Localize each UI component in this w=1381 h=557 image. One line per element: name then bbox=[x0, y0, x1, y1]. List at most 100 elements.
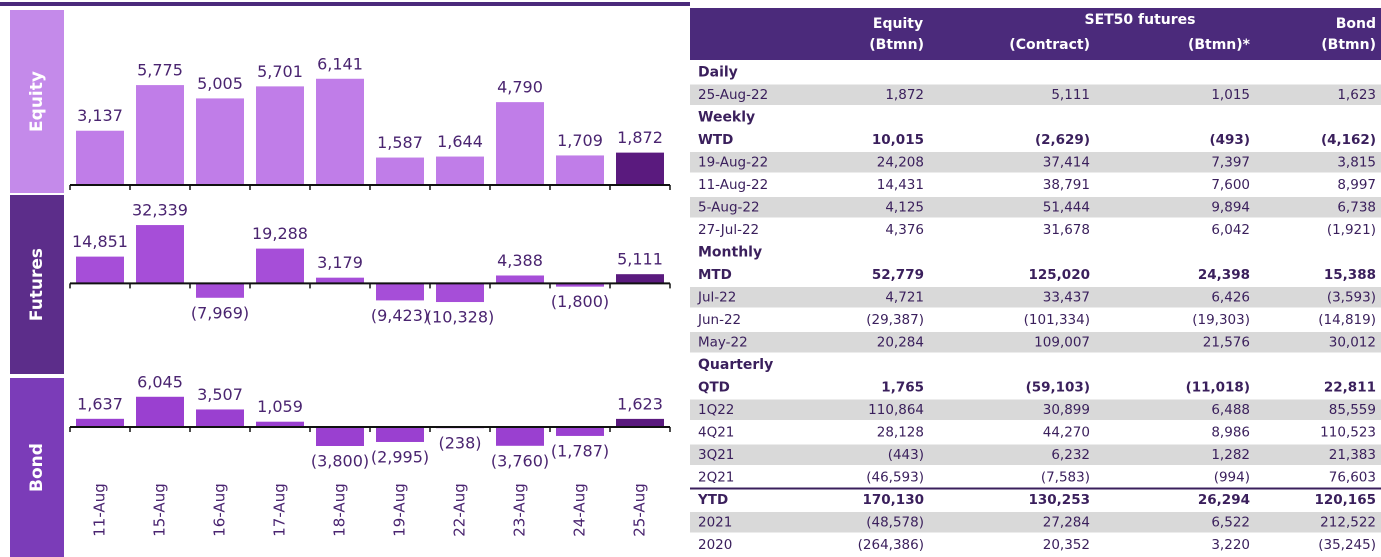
data-label: (10,328) bbox=[426, 308, 494, 327]
table-cell: Jun-22 bbox=[697, 312, 741, 328]
x-tick-label: 24-Aug bbox=[571, 483, 589, 536]
x-tick-label: 23-Aug bbox=[511, 483, 529, 536]
bar bbox=[76, 418, 124, 427]
table-cell: 1,623 bbox=[1337, 87, 1376, 103]
table-cell: 8,997 bbox=[1337, 177, 1376, 193]
data-label: 3,137 bbox=[77, 106, 123, 125]
table-cell: (443) bbox=[888, 447, 924, 463]
table-cell: (2,629) bbox=[1035, 132, 1090, 148]
table-cell: 3Q21 bbox=[698, 447, 734, 463]
table-cell: (46,593) bbox=[866, 469, 924, 485]
row-shade bbox=[690, 512, 1381, 533]
table-cell: 21,383 bbox=[1329, 447, 1376, 463]
table-header bbox=[690, 8, 1381, 60]
data-label: 1,637 bbox=[77, 394, 123, 413]
table-cell: 4Q21 bbox=[698, 424, 734, 440]
bar bbox=[376, 283, 424, 301]
table-cell: 6,738 bbox=[1337, 199, 1376, 215]
row-shade bbox=[690, 197, 1381, 218]
bar bbox=[316, 427, 364, 446]
table-cell: 6,488 bbox=[1211, 402, 1250, 418]
table-cell: 24,398 bbox=[1198, 267, 1250, 283]
data-label: 3,179 bbox=[317, 253, 363, 272]
table-cell: (59,103) bbox=[1026, 379, 1090, 395]
bar bbox=[256, 421, 304, 427]
table-cell: 22,811 bbox=[1324, 379, 1376, 395]
table-cell: 24,208 bbox=[877, 154, 924, 170]
data-label: 19,288 bbox=[252, 224, 308, 243]
bar bbox=[316, 78, 364, 185]
table-cell: 2020 bbox=[698, 537, 732, 553]
table-cell: 6,232 bbox=[1051, 447, 1090, 463]
section-title: Weekly bbox=[698, 109, 755, 125]
data-label: 32,339 bbox=[132, 201, 188, 220]
row-shade bbox=[690, 399, 1381, 420]
section-title: Daily bbox=[698, 64, 738, 80]
bar bbox=[616, 274, 664, 284]
bar bbox=[496, 427, 544, 446]
x-tick-label: 17-Aug bbox=[271, 483, 289, 536]
table-cell: (14,819) bbox=[1318, 312, 1376, 328]
table-cell: 27-Jul-22 bbox=[698, 222, 759, 238]
bar bbox=[196, 98, 244, 185]
table-cell: 20,284 bbox=[877, 334, 924, 350]
table-cell: 170,130 bbox=[863, 492, 925, 508]
row-shade bbox=[690, 332, 1381, 353]
table-cell: 1,765 bbox=[881, 379, 924, 395]
bar bbox=[616, 152, 664, 185]
table-cell: 52,779 bbox=[872, 267, 924, 283]
table-cell: (101,334) bbox=[1024, 312, 1090, 328]
table-cell: (7,583) bbox=[1041, 469, 1090, 485]
table-cell: 212,522 bbox=[1320, 514, 1376, 530]
table-cell: May-22 bbox=[698, 334, 748, 350]
panel-box bbox=[10, 378, 64, 557]
table-cell: 6,042 bbox=[1211, 222, 1250, 238]
table-cell: 3,815 bbox=[1337, 154, 1376, 170]
data-label: (1,787) bbox=[551, 441, 609, 460]
table-cell: (35,245) bbox=[1318, 537, 1376, 553]
table-cell: 10,015 bbox=[872, 132, 924, 148]
table-cell: 21,576 bbox=[1203, 334, 1250, 350]
table-cell: 1,015 bbox=[1211, 87, 1250, 103]
header-unit: (Contract) bbox=[1009, 37, 1090, 53]
table-cell: 7,397 bbox=[1211, 154, 1250, 170]
table-cell: 15,388 bbox=[1324, 267, 1376, 283]
table-cell: (19,303) bbox=[1192, 312, 1250, 328]
table-cell: 14,431 bbox=[877, 177, 924, 193]
data-label: (7,969) bbox=[191, 303, 249, 322]
data-label: 1,623 bbox=[617, 394, 663, 413]
table-cell: 11-Aug-22 bbox=[698, 177, 768, 193]
bar bbox=[136, 396, 184, 427]
table-cell: 38,791 bbox=[1043, 177, 1090, 193]
table-cell: 51,444 bbox=[1043, 199, 1090, 215]
bar bbox=[556, 283, 604, 287]
table-cell: (29,387) bbox=[866, 312, 924, 328]
data-label: 5,111 bbox=[617, 250, 663, 269]
table-cell: 7,600 bbox=[1211, 177, 1250, 193]
table-cell: 6,522 bbox=[1211, 514, 1250, 530]
table-cell: 28,128 bbox=[877, 424, 924, 440]
bar bbox=[616, 418, 664, 427]
row-shade bbox=[690, 287, 1381, 308]
bar bbox=[376, 427, 424, 442]
table-cell: (48,578) bbox=[866, 514, 924, 530]
data-label: (2,995) bbox=[371, 447, 429, 466]
table-cell: Jul-22 bbox=[697, 289, 736, 305]
x-tick-label: 11-Aug bbox=[91, 483, 109, 536]
table-cell: MTD bbox=[698, 267, 732, 283]
table-cell: 27,284 bbox=[1043, 514, 1090, 530]
table-cell: 37,414 bbox=[1043, 154, 1090, 170]
table-cell: (1,921) bbox=[1327, 222, 1376, 238]
data-label: 3,507 bbox=[197, 385, 243, 404]
table-cell: 120,165 bbox=[1315, 492, 1377, 508]
header-futures: SET50 futures bbox=[1084, 12, 1195, 28]
data-label: (3,760) bbox=[491, 451, 549, 470]
header-equity: Equity bbox=[873, 16, 923, 32]
data-label: 6,045 bbox=[137, 372, 183, 391]
table-cell: 30,012 bbox=[1329, 334, 1376, 350]
data-label: (1,800) bbox=[551, 292, 609, 311]
bar bbox=[76, 130, 124, 185]
bar bbox=[136, 225, 184, 284]
table-cell: 130,253 bbox=[1029, 492, 1091, 508]
data-label: 1,644 bbox=[437, 132, 483, 151]
